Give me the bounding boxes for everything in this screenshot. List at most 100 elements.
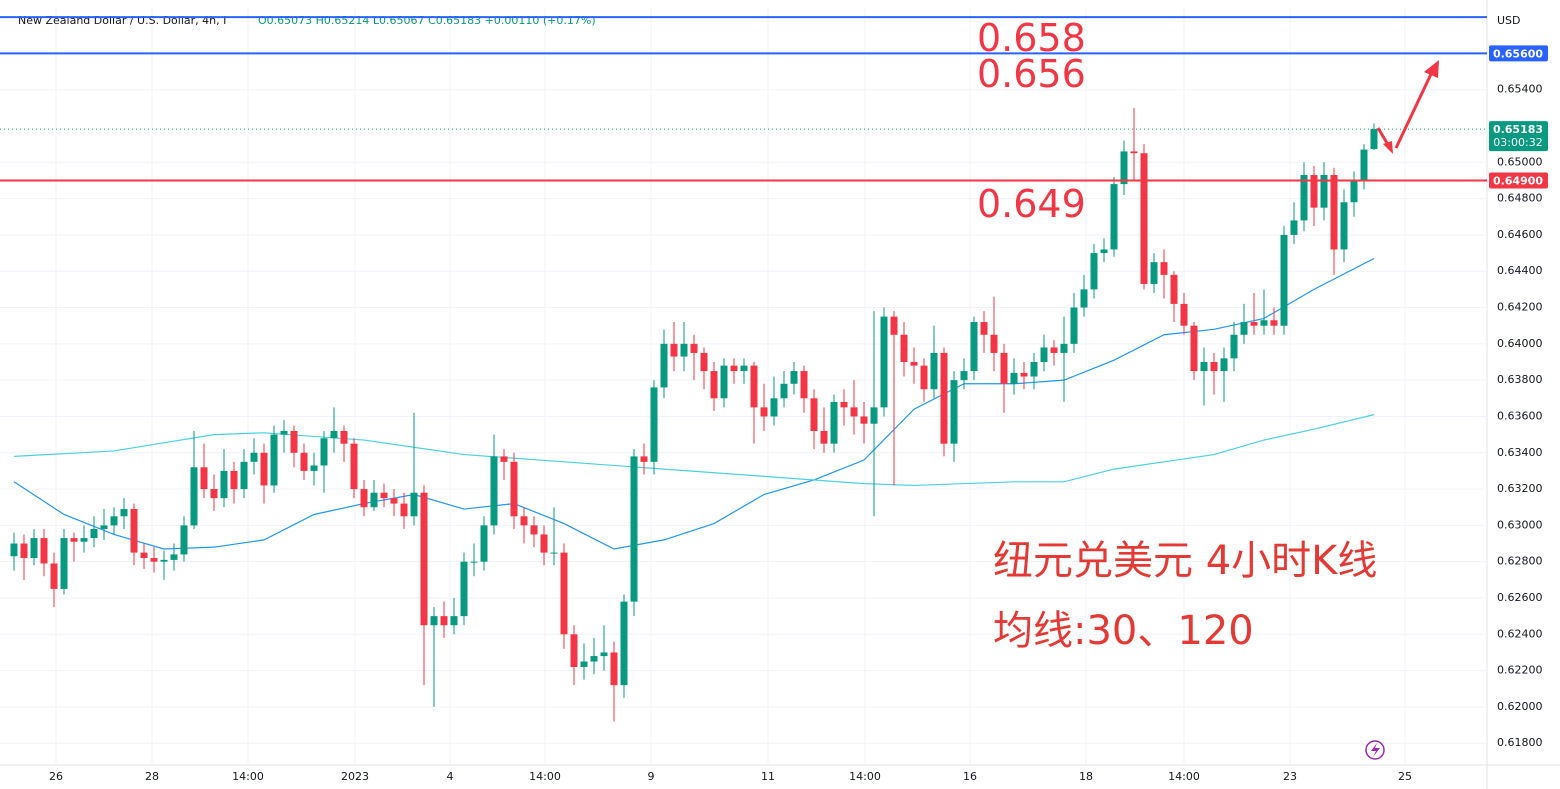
- y-tick-label: 0.62000: [1497, 700, 1543, 713]
- candle-body: [1160, 262, 1168, 275]
- candle-body: [1290, 220, 1298, 235]
- candle-body: [1350, 180, 1358, 203]
- candle-body: [690, 343, 698, 353]
- candle-body: [200, 467, 208, 490]
- candle-body: [300, 452, 308, 471]
- y-tick-label: 0.64800: [1497, 192, 1543, 205]
- annotation: 0.649: [977, 182, 1086, 226]
- y-tick-label: 0.64400: [1497, 264, 1543, 277]
- candle-body: [1130, 151, 1138, 154]
- candle-body: [600, 652, 608, 657]
- y-tick-label: 0.63600: [1497, 409, 1543, 422]
- price-label: 0.64900: [1493, 174, 1543, 187]
- candle-body: [240, 461, 248, 490]
- candle-body: [620, 601, 628, 686]
- candle-body: [1150, 262, 1158, 284]
- note: 纽元兑美元 4小时K线: [993, 538, 1377, 584]
- candle-body: [70, 538, 78, 542]
- candle-body: [210, 489, 218, 499]
- x-tick-label: 14:00: [232, 770, 264, 783]
- symbol-title: New Zealand Dollar / U.S. Dollar, 4h, I: [18, 14, 226, 27]
- candle-body: [290, 430, 298, 453]
- moving-average: [13, 414, 1375, 487]
- x-tick-label: 9: [648, 770, 655, 783]
- y-tick-label: 0.65400: [1497, 83, 1543, 96]
- candle-body: [1270, 320, 1278, 326]
- candle-body: [1110, 184, 1118, 250]
- candle-body: [1180, 303, 1188, 326]
- candle-body: [840, 401, 848, 408]
- candle-body: [950, 380, 958, 444]
- candle-body: [310, 465, 318, 471]
- y-tick-label: 0.62600: [1497, 591, 1543, 604]
- candle-body: [120, 509, 128, 517]
- y-tick-label: 0.62400: [1497, 627, 1543, 640]
- candle-body: [1080, 289, 1088, 308]
- candle-body: [870, 407, 878, 424]
- candle-body: [1210, 361, 1218, 372]
- candle-body: [800, 371, 808, 399]
- price-label-box: [1489, 45, 1548, 62]
- candle-body: [650, 387, 658, 462]
- y-tick-label: 0.64600: [1497, 228, 1543, 241]
- candle-body: [160, 559, 168, 562]
- last-price-label: 0.65183: [1493, 123, 1543, 136]
- candle-body: [1060, 343, 1068, 353]
- candle-body: [980, 322, 988, 335]
- countdown: 03:00:32: [1493, 136, 1542, 149]
- candle-body: [550, 552, 558, 554]
- candle-body: [450, 616, 458, 626]
- candle-body: [830, 401, 838, 444]
- candle-body: [1070, 307, 1078, 344]
- candle-body: [970, 322, 978, 372]
- candle-body: [430, 616, 438, 626]
- candle-body: [1050, 347, 1058, 353]
- candle-body: [570, 634, 578, 667]
- candle-body: [110, 516, 118, 526]
- candle-body: [260, 452, 268, 486]
- candle-body: [640, 456, 648, 462]
- candle-body: [1280, 234, 1288, 326]
- candle-body: [1340, 202, 1348, 250]
- candle-body: [960, 371, 968, 381]
- candle-body: [770, 398, 778, 417]
- candle-body: [470, 561, 478, 563]
- candle-body: [1250, 322, 1258, 326]
- price-label-box: [1489, 172, 1548, 189]
- candle-body: [510, 461, 518, 517]
- y-tick-label: 0.62200: [1497, 664, 1543, 677]
- candle-body: [280, 430, 288, 435]
- candle-body: [940, 352, 948, 444]
- candle-body: [630, 456, 638, 602]
- price-label: 0.65600: [1493, 47, 1543, 60]
- x-tick-label: 14:00: [849, 770, 881, 783]
- candle-body: [910, 361, 918, 366]
- candle-body: [990, 334, 998, 353]
- candle-body: [740, 365, 748, 372]
- candle-body: [230, 470, 238, 490]
- x-tick-label: 2023: [341, 770, 369, 783]
- candle-body: [500, 456, 508, 462]
- candle-body: [890, 316, 898, 335]
- currency: USD: [1497, 14, 1521, 27]
- candle-body: [1010, 372, 1018, 384]
- candle-body: [250, 452, 258, 462]
- y-tick-label: 0.62800: [1497, 555, 1543, 568]
- candle-body: [850, 407, 858, 417]
- y-tick-label: 0.61800: [1497, 736, 1543, 749]
- candle-body: [1330, 175, 1338, 250]
- candle-body: [10, 543, 18, 557]
- candle-body: [190, 467, 198, 526]
- candle-body: [1020, 372, 1028, 377]
- alert-icon[interactable]: [1365, 740, 1385, 760]
- candle-body: [920, 365, 928, 390]
- candle-body: [590, 656, 598, 662]
- x-tick-label: 23: [1283, 770, 1297, 783]
- candle-body: [460, 561, 468, 617]
- candle-body: [610, 652, 618, 686]
- candle-body: [100, 525, 108, 530]
- candle-body: [660, 343, 668, 388]
- x-tick-label: 11: [761, 770, 775, 783]
- candle-body: [1030, 361, 1038, 377]
